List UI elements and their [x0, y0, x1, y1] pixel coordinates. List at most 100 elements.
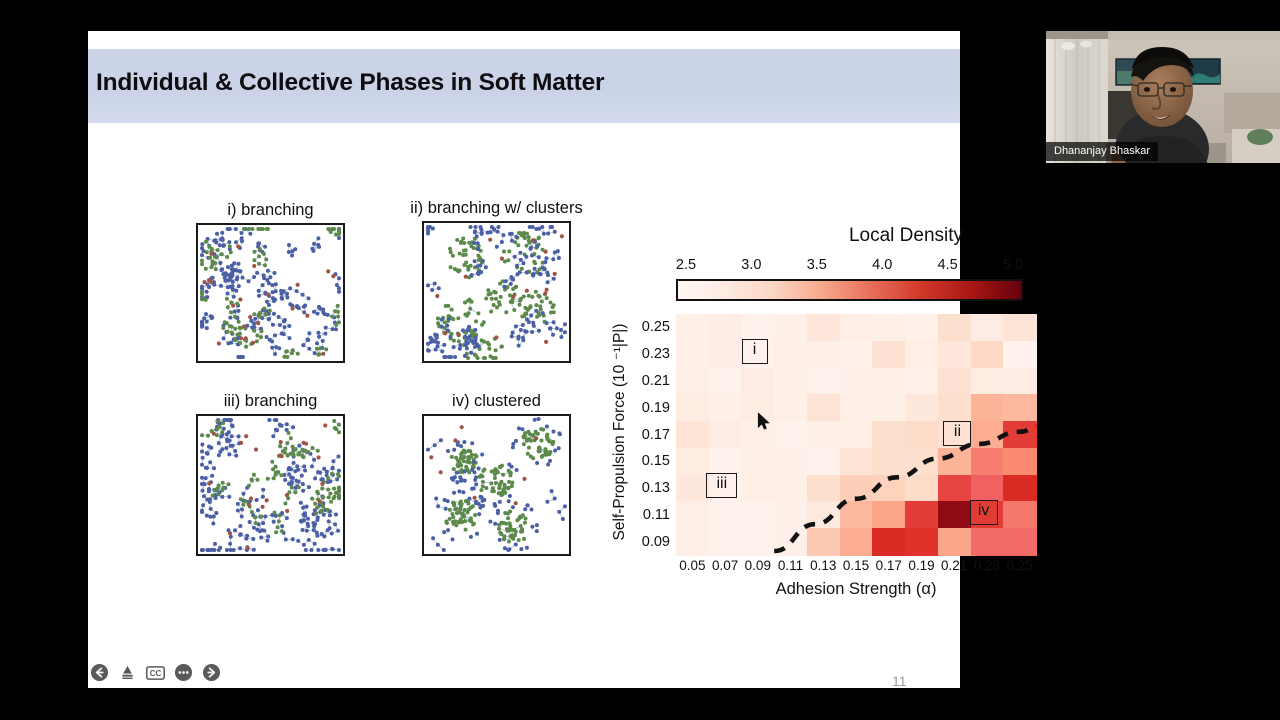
scatter-panel-i: i) branching: [196, 201, 345, 363]
heatmap-cell: [839, 528, 873, 556]
heatmap-cell: [839, 340, 873, 369]
heatmap-cell: [806, 528, 841, 556]
x-axis-tick: 0.15: [842, 558, 870, 573]
colorbar-title: Local Density: [848, 225, 964, 246]
heatmap-cell: [806, 447, 841, 476]
heatmap-cell: [1003, 501, 1037, 529]
heatmap-cell: [774, 340, 808, 369]
heatmap-cell: [872, 340, 906, 369]
region-tag-iii: iii: [706, 472, 738, 498]
heatmap-cell: [774, 367, 808, 395]
heatmap-cell: [905, 501, 939, 529]
heatmap-cell: [676, 314, 710, 342]
heatmap-cell: [839, 501, 873, 529]
heatmap-cell: [937, 367, 972, 395]
heatmap-cell: [774, 474, 808, 503]
previous-slide-button[interactable]: [90, 663, 109, 682]
heatmap-cell: [741, 367, 775, 395]
heatmap-cell: [970, 421, 1004, 449]
panel-caption: ii) branching w/ clusters: [410, 199, 583, 217]
heatmap-cell: [806, 421, 841, 449]
x-axis-tick: 0.05: [679, 558, 706, 573]
heatmap-cell: [905, 447, 939, 476]
x-axis-tick: 0.25: [1006, 558, 1033, 573]
heatmap-cell: [872, 314, 906, 342]
next-slide-button[interactable]: [202, 663, 221, 682]
y-axis-tick: 0.23: [641, 346, 670, 363]
more-options-button[interactable]: [174, 663, 193, 682]
cursor-arrow-icon: [757, 412, 770, 430]
arrow-left-circle-icon: [90, 663, 109, 682]
heatmap-cell: [1003, 474, 1037, 503]
heatmap-cell: [937, 501, 972, 529]
heatmap-cell: [774, 447, 808, 476]
colorbar-tick-group: 2.5 3.0 3.5 4.0 4.5 5.0: [676, 257, 1036, 277]
region-tag-i: i: [741, 338, 768, 364]
heatmap-cell: [676, 340, 710, 369]
heatmap-cell: [1003, 394, 1037, 422]
heatmap-cell: [806, 394, 841, 422]
heatmap-cell: [806, 501, 841, 529]
heatmap-cell: [774, 421, 808, 449]
heatmap-cell: [937, 340, 972, 369]
heatmap-cell: [708, 340, 743, 369]
heatmap-cell: [676, 528, 710, 556]
heatmap-cell: [970, 394, 1004, 422]
heatmap-cell: [872, 474, 906, 503]
heatmap-cell: [937, 394, 972, 422]
pen-icon: [122, 665, 133, 680]
heatmap-cell: [806, 314, 841, 342]
annotate-button[interactable]: [118, 663, 137, 682]
y-axis-tick: 0.17: [641, 426, 670, 443]
panel-caption: iv) clustered: [452, 392, 541, 410]
scatter-plot: [200, 418, 341, 552]
x-axis-tick: 0.19: [908, 558, 935, 573]
heatmap-cell: [676, 447, 710, 476]
heatmap-cell: [872, 394, 906, 422]
heatmap-cell: [1003, 528, 1037, 556]
scatter-panel-ii: ii) branching w/ clusters: [410, 199, 583, 363]
heatmap-cell: [1003, 421, 1037, 449]
heatmap-cell: [774, 394, 808, 422]
heatmap-cell: [1003, 340, 1037, 369]
x-axis-label: Adhesion Strength (α): [775, 580, 937, 598]
heatmap-cell: [676, 367, 710, 395]
y-axis-tick: 0.21: [641, 372, 670, 389]
heatmap-cell: [970, 340, 1004, 369]
panel-plot-area: [422, 414, 571, 556]
y-axis-tick: 0.13: [641, 480, 670, 497]
x-axis-tick: 0.11: [777, 558, 804, 573]
region-tag-ii: ii: [943, 420, 972, 446]
captions-button[interactable]: CC: [146, 663, 165, 682]
x-axis-tick: 0.21: [941, 558, 968, 573]
y-axis-tick: 0.09: [641, 533, 670, 550]
heatmap-cell: [872, 501, 906, 529]
heatmap-cell: [806, 474, 841, 503]
colorbar-tick: 2.5: [675, 257, 697, 273]
panel-plot-area: [196, 223, 345, 363]
webcam-tile[interactable]: Dhananjay Bhaskar: [1046, 31, 1280, 170]
heatmap-cell: [806, 367, 841, 395]
y-axis-tick: 0.25: [641, 319, 670, 336]
scatter-plot: [200, 227, 341, 359]
heatmap-cell: [741, 314, 775, 342]
heatmap-plot-area: 0.25 0.23 0.21 0.19 0.17 0.15 0.13 0.11 0.09 0.0…: [611, 314, 1037, 598]
heatmap-cell: [708, 314, 743, 342]
colorbar-tick: 3.0: [741, 257, 762, 273]
heatmap-cell: [1003, 314, 1037, 342]
panel-caption: iii) branching: [223, 392, 318, 410]
arrow-right-circle-icon: [202, 663, 221, 682]
heatmap-cell: [741, 501, 775, 529]
heatmap-cell: [708, 421, 743, 449]
y-axis-tick: 0.15: [641, 453, 670, 470]
heatmap-cell: [839, 314, 873, 342]
heatmap-cell: [937, 314, 972, 342]
y-axis-label: Self-Propulsion Force (10 ⁻¹|P|): [611, 323, 628, 541]
heatmap-cell: [676, 474, 710, 503]
heatmap-cell: [839, 394, 873, 422]
ellipsis-icon: [174, 663, 193, 682]
scatter-panel-iii: iii) branching: [196, 392, 345, 556]
heatmap-cell: [970, 314, 1004, 342]
heatmap-figure: Local Density 2.5 3.0 3.5 4.0 4.5 5.0 0.25 0.2…: [596, 199, 1048, 599]
